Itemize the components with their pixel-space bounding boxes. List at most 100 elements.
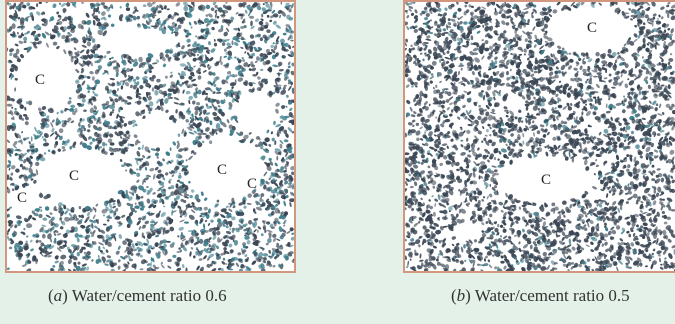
cement-grain [419, 71, 425, 77]
cement-grain [251, 52, 256, 57]
cement-grain [630, 2, 635, 5]
cement-grain [419, 138, 424, 141]
cement-grain [554, 151, 559, 155]
cement-grain [70, 38, 74, 42]
cement-grain [267, 207, 271, 211]
cement-grain [254, 60, 258, 63]
cement-grain [205, 56, 210, 62]
cement-grain [62, 149, 66, 152]
cement-grain [183, 5, 189, 12]
cement-grain [23, 228, 26, 231]
cement-grain [264, 137, 270, 143]
cement-grain [627, 259, 630, 264]
cement-grain [106, 7, 110, 12]
cement-grain [277, 84, 282, 87]
cement-grain [575, 96, 579, 100]
cement-grain [566, 92, 571, 98]
cement-grain [26, 149, 31, 152]
cement-grain [8, 26, 13, 32]
cement-grain [416, 265, 421, 270]
cement-grain [542, 130, 545, 133]
cement-grain [513, 204, 517, 209]
cement-grain [7, 28, 9, 32]
cement-grain [424, 118, 430, 123]
cement-grain [67, 32, 71, 35]
cement-grain [490, 111, 496, 115]
cement-grain [410, 242, 417, 245]
cement-grain [291, 192, 294, 197]
cement-grain [150, 223, 154, 227]
cement-grain [76, 53, 80, 57]
cement-grain [508, 214, 512, 219]
cement-grain [226, 220, 230, 226]
cement-grain [472, 52, 479, 56]
cement-grain [243, 134, 249, 140]
cement-grain [667, 174, 671, 178]
cement-grain [156, 156, 160, 159]
cement-grain [183, 190, 187, 195]
cement-grain [146, 157, 149, 160]
cement-grain [93, 7, 96, 14]
cement-grain [581, 193, 587, 199]
cement-grain [148, 84, 152, 89]
cement-grain [122, 67, 126, 71]
cement-grain [150, 107, 153, 111]
cement-grain [44, 134, 48, 138]
cement-grain [513, 141, 517, 144]
cement-grain [110, 151, 114, 156]
void-label-a5: C [17, 190, 27, 206]
cement-grain [278, 216, 282, 219]
cement-grain [285, 94, 289, 98]
cement-grain [68, 50, 72, 55]
cement-grain [239, 32, 243, 37]
cement-grain [274, 80, 278, 87]
cement-grain [264, 161, 269, 166]
cement-grain [573, 117, 576, 121]
cement-grain [474, 135, 478, 140]
cement-grain [291, 45, 294, 48]
cement-grain [630, 139, 634, 143]
cement-grain [139, 268, 144, 271]
cement-grain [120, 54, 124, 61]
cement-grain [244, 9, 248, 14]
cement-grain [134, 186, 138, 192]
cement-grain [228, 124, 233, 129]
cement-grain [648, 100, 652, 104]
cement-grain [213, 261, 217, 265]
cement-grain [189, 117, 193, 120]
cement-grain [432, 233, 436, 237]
cement-grain [476, 207, 483, 212]
cement-grain [45, 229, 50, 234]
cement-grain [68, 249, 72, 253]
cement-grain [19, 104, 24, 110]
cement-grain [194, 115, 199, 121]
cement-grain [158, 25, 163, 31]
cement-grain [104, 151, 108, 155]
cement-grain [177, 24, 182, 29]
cement-grain [217, 105, 221, 108]
cement-grain [445, 60, 450, 64]
cement-grain [95, 79, 101, 85]
cement-grain [473, 239, 478, 243]
cement-grain [116, 82, 122, 87]
cement-grain [603, 206, 610, 212]
cement-grain [69, 146, 72, 150]
cement-grain [502, 206, 507, 210]
cement-grain [619, 238, 624, 242]
cement-grain [9, 176, 13, 181]
cement-grain [533, 39, 537, 43]
cement-grain [289, 244, 294, 248]
cement-grain [24, 116, 29, 121]
cement-grain [279, 244, 283, 247]
cement-grain [216, 222, 223, 228]
cement-grain [228, 19, 231, 24]
cement-grain [42, 217, 48, 221]
cement-grain [91, 4, 94, 7]
cement-grain [235, 262, 239, 267]
cement-grain [645, 146, 651, 153]
cement-grain [109, 142, 115, 146]
cement-grain [502, 228, 507, 233]
cement-grain [458, 81, 464, 84]
cement-grain [88, 115, 94, 120]
cement-grain [439, 13, 443, 17]
